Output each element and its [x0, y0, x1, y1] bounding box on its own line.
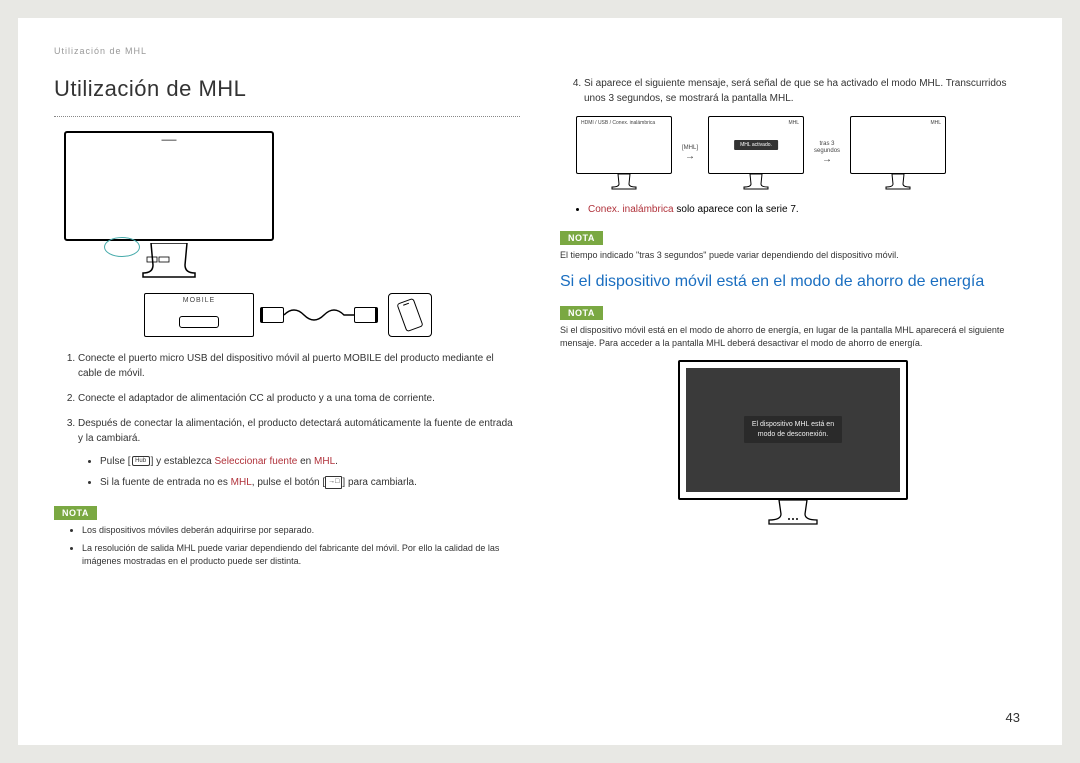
mini3-top-text: MHL: [930, 120, 941, 126]
nota1-b2: La resolución de salida MHL puede variar…: [82, 542, 520, 569]
nota1-list: Los dispositivos móviles deberán adquiri…: [54, 524, 520, 569]
mini-screen-2: MHL MHL activado.: [708, 116, 804, 174]
arrow-2-label-a: tras 3: [820, 141, 835, 147]
step-3-sublist: Pulse [Hub] y establezca Seleccionar fue…: [78, 454, 520, 490]
big-msg: El dispositivo MHL está en modo de desco…: [744, 416, 842, 442]
arrow-1: [MHL] →: [682, 145, 698, 162]
title-divider: [54, 116, 520, 117]
plug-left: [260, 307, 284, 323]
right-bullet-1: Conex. inalámbrica solo aparece con la s…: [588, 204, 1026, 215]
mini-monitor-1: HDMI / USB / Conex. inalámbrica: [576, 116, 672, 190]
step-3-b1: Pulse [Hub] y establezca Seleccionar fue…: [100, 454, 520, 469]
arrow-icon: →: [685, 152, 695, 162]
cable-icon: [260, 305, 378, 325]
steps-list: Conecte el puerto micro USB del disposit…: [54, 351, 520, 490]
steps-list-cont: Si aparece el siguiente mensaje, será se…: [560, 76, 1026, 106]
monitor-logo: ▬▬▬: [162, 137, 177, 143]
mini-monitor-3: MHL: [850, 116, 946, 190]
source-icon: →□: [325, 476, 342, 489]
monitor-screen: ▬▬▬: [64, 131, 274, 241]
arrow-icon: →: [822, 155, 832, 165]
arrow-1-label: [MHL]: [682, 145, 698, 151]
mobile-port-box: MOBILE: [144, 293, 254, 337]
nota3-text: Si el dispositivo móvil está en el modo …: [560, 324, 1026, 349]
nota2-text: El tiempo indicado "tras 3 segundos" pue…: [560, 249, 1026, 262]
step-1: Conecte el puerto micro USB del disposit…: [78, 351, 520, 381]
arrow-2: tras 3 segundos →: [814, 141, 840, 165]
mini-stand-1: [610, 174, 638, 190]
monitor-diagram: ▬▬▬: [64, 131, 274, 271]
step-4: Si aparece el siguiente mensaje, será se…: [584, 76, 1026, 106]
mini2-msg: MHL activado.: [734, 140, 778, 150]
cable-row: MOBILE: [144, 293, 520, 337]
columns: Utilización de MHL ▬▬▬: [54, 76, 1026, 573]
nota-badge-3: NOTA: [560, 306, 603, 320]
page-header: Utilización de MHL: [54, 46, 1026, 56]
usb-port-highlight: [104, 237, 140, 257]
section-heading: Si el dispositivo móvil está en el modo …: [560, 272, 1026, 293]
monitor-stand: [139, 243, 199, 281]
left-column: Utilización de MHL ▬▬▬: [54, 76, 520, 573]
mini-stand-3: [884, 174, 912, 190]
step-2: Conecte el adaptador de alimentación CC …: [78, 391, 520, 406]
step-4-text: Si aparece el siguiente mensaje, será se…: [584, 78, 1006, 104]
big-inner: El dispositivo MHL está en modo de desco…: [686, 368, 900, 492]
mini-stand-2: [742, 174, 770, 190]
step-3-text: Después de conectar la alimentación, el …: [78, 418, 513, 444]
mini-monitor-2: MHL MHL activado.: [708, 116, 804, 190]
mini-screen-3: MHL: [850, 116, 946, 174]
right-bullet: Conex. inalámbrica solo aparece con la s…: [560, 204, 1026, 215]
nota-badge-1: NOTA: [54, 506, 97, 520]
right-column: Si aparece el siguiente mensaje, será se…: [560, 76, 1026, 573]
mini-screen-1: HDMI / USB / Conex. inalámbrica: [576, 116, 672, 174]
nota1-b1: Los dispositivos móviles deberán adquiri…: [82, 524, 520, 538]
plug-right: [354, 307, 378, 323]
port-slot: [179, 316, 219, 328]
nota-badge-2: NOTA: [560, 231, 603, 245]
hub-icon: Hub: [132, 456, 150, 466]
cable-wire: [284, 305, 354, 325]
mobile-port-label: MOBILE: [183, 297, 215, 304]
phone-icon: [396, 298, 423, 332]
phone-box: [388, 293, 432, 337]
mini1-top-text: HDMI / USB / Conex. inalámbrica: [581, 120, 655, 126]
page: Utilización de MHL Utilización de MHL ▬▬…: [18, 18, 1062, 745]
page-number: 43: [1006, 710, 1020, 725]
big-stand: [763, 500, 823, 526]
mini2-top-text: MHL: [788, 120, 799, 126]
mini-monitor-row: HDMI / USB / Conex. inalámbrica [MHL] → …: [576, 116, 1026, 190]
big-screen: El dispositivo MHL está en modo de desco…: [678, 360, 908, 500]
big-monitor: El dispositivo MHL está en modo de desco…: [678, 360, 908, 526]
step-3-b2: Si la fuente de entrada no es MHL, pulse…: [100, 475, 520, 490]
page-title: Utilización de MHL: [54, 76, 520, 106]
illustration: ▬▬▬ MOBILE: [54, 131, 520, 337]
step-3: Después de conectar la alimentación, el …: [78, 416, 520, 490]
